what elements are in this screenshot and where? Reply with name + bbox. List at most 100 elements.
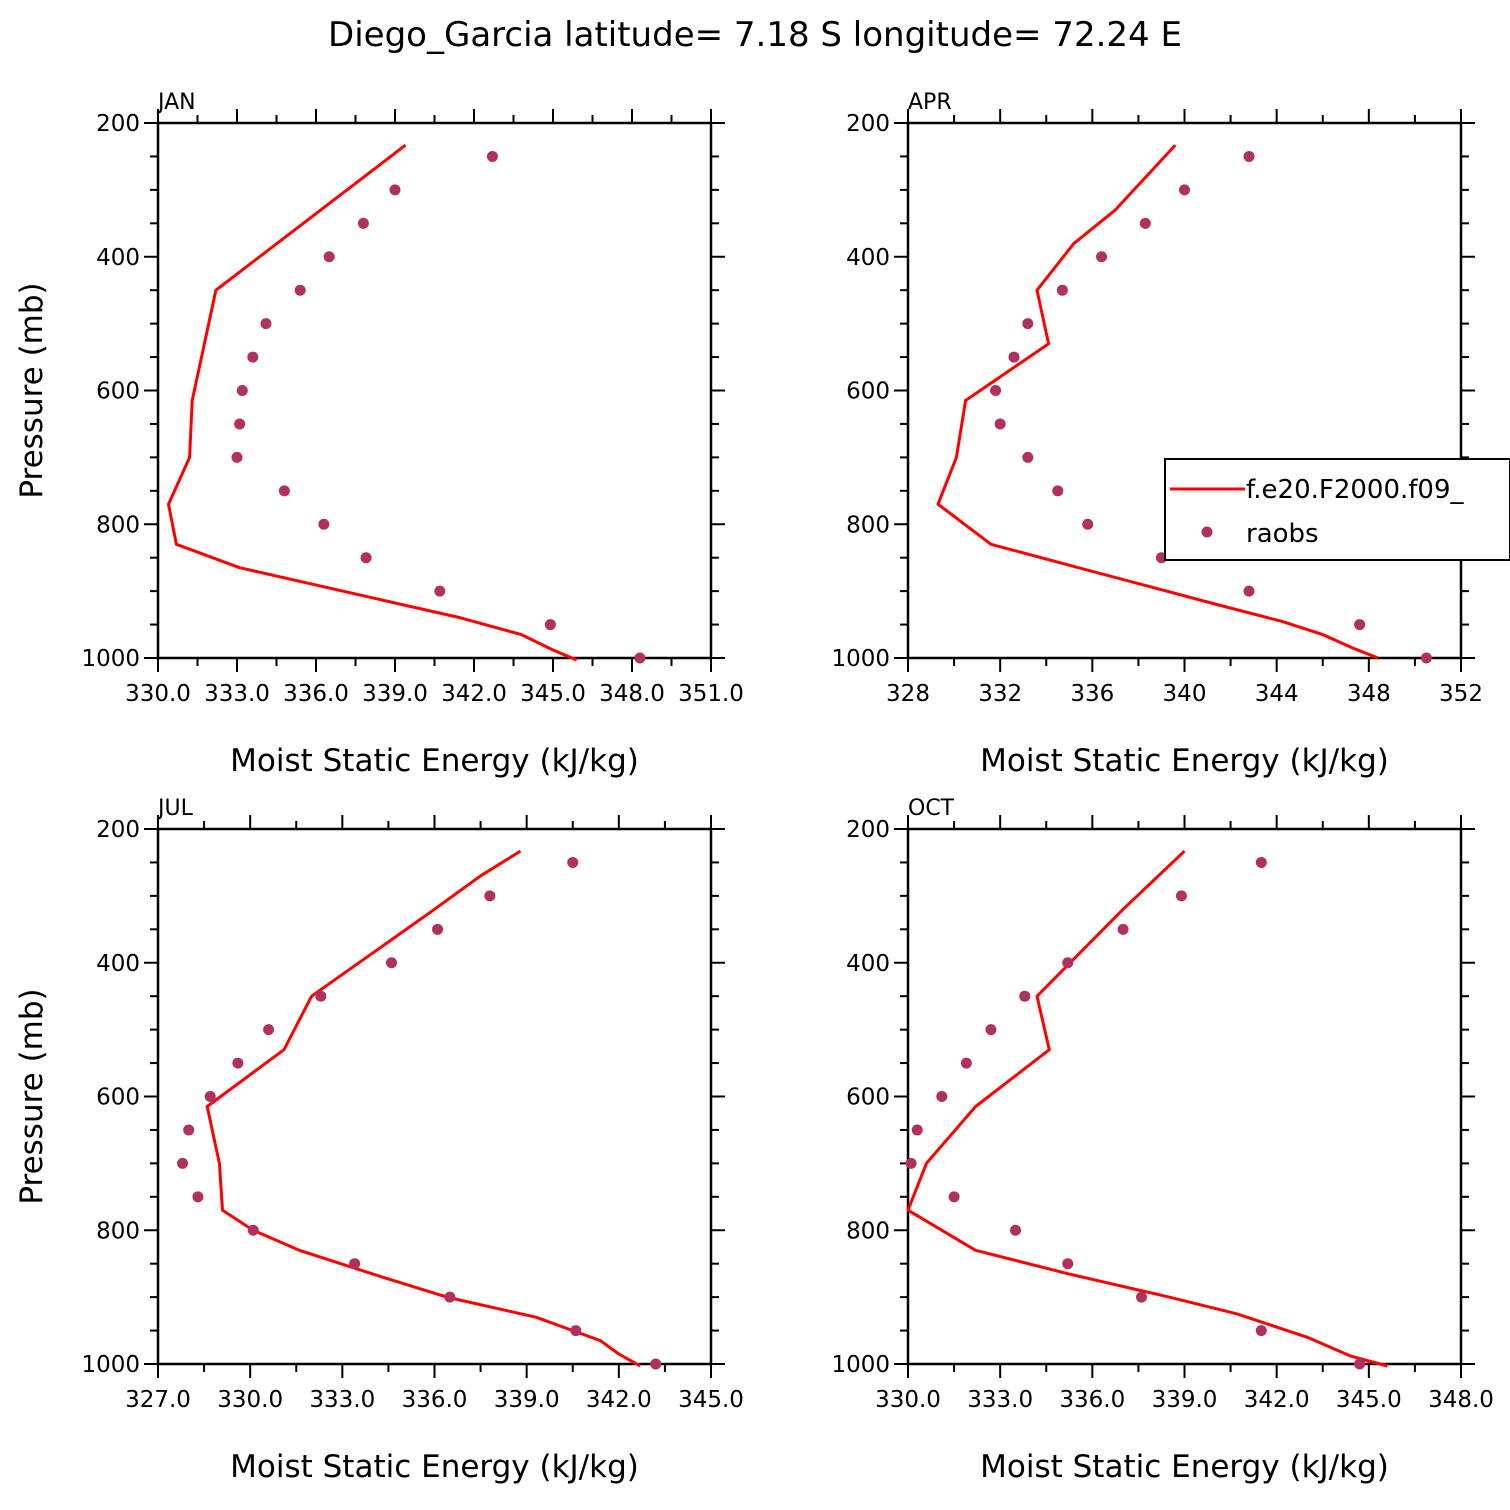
raobs-point xyxy=(236,385,248,396)
x-tick-label: 351.0 xyxy=(678,681,744,707)
y-tick-label: 800 xyxy=(846,512,890,538)
raobs-point xyxy=(232,1057,244,1069)
raobs-point xyxy=(234,418,246,430)
y-tick-label: 1000 xyxy=(81,646,140,672)
raobs-point xyxy=(634,652,646,664)
y-axis-label: Pressure (mb) xyxy=(14,282,50,498)
chart-panel-jan: JAN 200 400 600 800 1000 330.0 333.0 336.0 339.0 3… xyxy=(14,90,744,779)
raobs-point xyxy=(389,184,401,196)
raobs-point xyxy=(385,957,397,969)
raobs-point xyxy=(294,284,306,296)
raobs-point xyxy=(1096,251,1108,263)
legend-box xyxy=(1164,458,1510,561)
raobs-point xyxy=(1179,184,1190,196)
raobs-point xyxy=(1022,451,1034,463)
x-tick-label: 327.0 xyxy=(125,1387,191,1413)
x-axis-label: Moist Static Energy (kJ/kg) xyxy=(230,743,639,779)
raobs-point xyxy=(1135,1291,1147,1303)
x-tick-label: 328 xyxy=(886,681,930,707)
legend-raobs-label: raobs xyxy=(1246,519,1319,549)
x-tick-label: 330.0 xyxy=(875,1387,941,1413)
y-tick-label: 400 xyxy=(96,951,140,977)
raobs-point xyxy=(323,251,335,263)
raobs-point xyxy=(1062,957,1074,969)
y-tick-label: 600 xyxy=(846,1085,890,1111)
panel-label: JAN xyxy=(156,90,196,115)
x-tick-label: 342.0 xyxy=(586,1387,652,1413)
x-tick-label: 339.0 xyxy=(362,681,428,707)
raobs-point xyxy=(231,451,243,463)
y-tick-label: 1000 xyxy=(831,1352,890,1378)
x-tick-label: 330.0 xyxy=(125,681,191,707)
x-tick-label: 342.0 xyxy=(441,681,507,707)
y-tick-label: 600 xyxy=(96,379,140,405)
raobs-point xyxy=(1052,485,1064,497)
chart-panel-jul: JUL 200 400 600 800 1000 327.0 330.0 333.0 336.0 3… xyxy=(14,796,744,1485)
y-tick-label: 400 xyxy=(846,951,890,977)
raobs-point xyxy=(936,1091,948,1102)
raobs-point xyxy=(1062,1258,1074,1270)
model-series-line xyxy=(167,143,578,662)
x-tick-label: 348.0 xyxy=(1428,1387,1494,1413)
raobs-point xyxy=(1056,284,1068,296)
y-tick-label: 600 xyxy=(846,379,890,405)
raobs-point xyxy=(911,1124,923,1136)
legend-raobs-swatch xyxy=(1201,526,1213,538)
y-tick-label: 1000 xyxy=(831,646,890,672)
y-tick-label: 800 xyxy=(96,512,140,538)
raobs-point xyxy=(1117,923,1129,935)
raobs-point xyxy=(1255,1325,1267,1337)
y-tick-label: 400 xyxy=(846,245,890,271)
panel-label: APR xyxy=(908,90,952,115)
y-tick-label: 1000 xyxy=(81,1352,140,1378)
raobs-point xyxy=(315,990,327,1002)
raobs-point xyxy=(432,923,444,935)
raobs-point xyxy=(1022,318,1034,330)
raobs-point xyxy=(357,217,369,229)
y-tick-label: 400 xyxy=(96,245,140,271)
panel-label: OCT xyxy=(908,796,955,821)
raobs-point xyxy=(192,1191,204,1203)
x-tick-label: 344 xyxy=(1255,681,1299,707)
raobs-point xyxy=(960,1057,972,1069)
raobs-point xyxy=(1420,652,1432,664)
x-tick-label: 345.0 xyxy=(520,681,586,707)
x-tick-label: 333.0 xyxy=(967,1387,1033,1413)
x-tick-label: 333.0 xyxy=(309,1387,375,1413)
raobs-point xyxy=(177,1157,189,1169)
raobs-point xyxy=(247,351,259,363)
x-axis-label: Moist Static Energy (kJ/kg) xyxy=(230,1449,639,1485)
figure-title: Diego_Garcia latitude= 7.18 S longitude=… xyxy=(328,15,1182,55)
x-tick-label: 333.0 xyxy=(204,681,270,707)
x-tick-label: 330.0 xyxy=(217,1387,283,1413)
raobs-point xyxy=(1010,1224,1022,1236)
legend-model-label: f.e20.F2000.f09_ xyxy=(1246,475,1464,505)
model-series-line xyxy=(936,144,1379,660)
raobs-point xyxy=(948,1191,960,1203)
x-tick-label: 348.0 xyxy=(599,681,665,707)
x-tick-label: 336 xyxy=(1070,681,1114,707)
raobs-point xyxy=(1175,890,1187,902)
x-tick-label: 339.0 xyxy=(494,1387,560,1413)
x-tick-label: 345.0 xyxy=(678,1387,744,1413)
raobs-point xyxy=(544,619,556,631)
x-axis-label: Moist Static Energy (kJ/kg) xyxy=(980,1449,1389,1485)
raobs-point xyxy=(1243,585,1255,597)
y-tick-label: 200 xyxy=(96,111,140,137)
raobs-point xyxy=(905,1157,917,1169)
raobs-point xyxy=(985,1024,997,1036)
raobs-point xyxy=(1139,217,1151,229)
y-tick-label: 600 xyxy=(96,1085,140,1111)
chart-panel-oct: OCT 200 400 600 800 1000 330.0 333.0 336.0 339.0 3… xyxy=(831,796,1493,1485)
raobs-point xyxy=(567,856,579,868)
raobs-point xyxy=(990,385,1002,396)
model-series-line xyxy=(205,849,642,1368)
raobs-point xyxy=(1354,1358,1366,1370)
raobs-point xyxy=(650,1358,662,1370)
raobs-point xyxy=(263,1024,275,1036)
y-tick-label: 200 xyxy=(96,817,140,843)
raobs-point xyxy=(1008,351,1020,363)
chart-panel-apr: APR 200 400 600 800 1000 328 332 336 340 344 348 352… xyxy=(831,90,1510,779)
panels: JAN 200 400 600 800 1000 330.0 333.0 336.0 339.0 3… xyxy=(14,90,1510,1485)
